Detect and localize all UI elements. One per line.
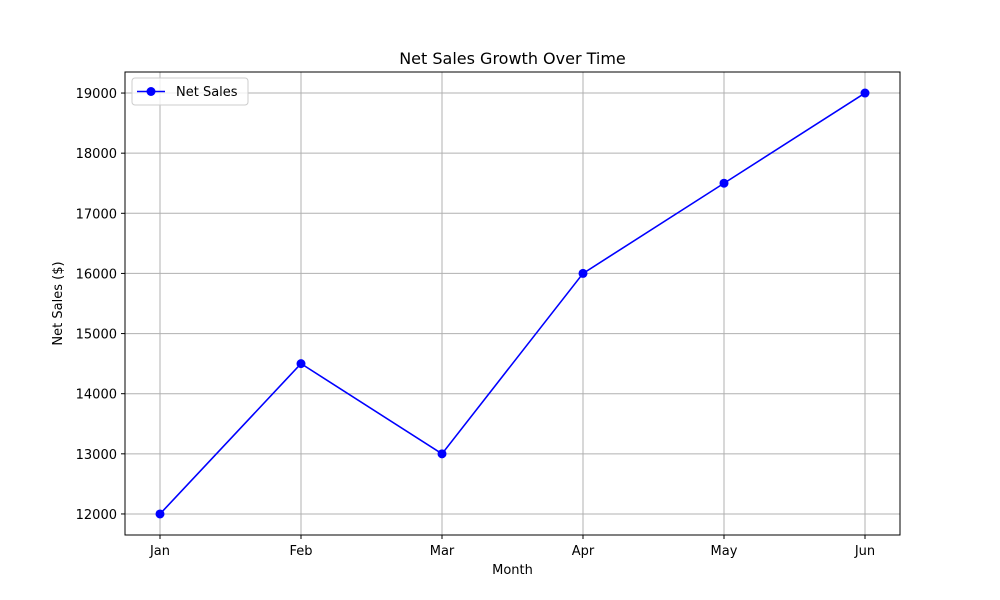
data-point [719, 178, 729, 188]
y-tick-label: 15000 [76, 328, 117, 343]
x-tick-label: Jan [149, 544, 170, 559]
plot-frame [124, 71, 901, 536]
legend-box [131, 77, 249, 106]
legend-marker-swatch [146, 87, 156, 96]
legend-label: Net Sales [176, 85, 238, 100]
y-axis-label: Net Sales ($) [51, 261, 66, 345]
x-tick-label: Apr [572, 544, 595, 559]
data-point [155, 509, 165, 519]
y-tick-label: 17000 [76, 207, 117, 222]
x-tick-label: Jun [854, 544, 875, 559]
series-layer [155, 88, 870, 519]
data-point [578, 268, 588, 278]
y-axis-ticks: 12000 13000 14000 15000 16000 17000 18000 19000 [76, 87, 125, 523]
x-tick-label: Feb [289, 544, 312, 559]
data-point [860, 88, 870, 98]
y-tick-label: 14000 [76, 388, 117, 403]
y-tick-label: 16000 [76, 267, 117, 282]
chart-title: Net Sales Growth Over Time [399, 49, 626, 68]
data-point [437, 449, 447, 459]
x-axis-label: Month [492, 563, 533, 578]
x-tick-label: May [711, 544, 738, 559]
y-tick-label: 18000 [76, 147, 117, 162]
y-tick-label: 19000 [76, 87, 117, 102]
grid-lines [125, 72, 900, 535]
y-tick-label: 13000 [76, 448, 117, 463]
y-tick-label: 12000 [76, 508, 117, 523]
x-tick-label: Mar [430, 544, 455, 559]
data-point [296, 359, 306, 369]
legend: Net Sales [131, 77, 249, 106]
x-axis-ticks: Jan Feb Mar Apr May Jun [149, 535, 875, 559]
series-line [159, 92, 866, 515]
